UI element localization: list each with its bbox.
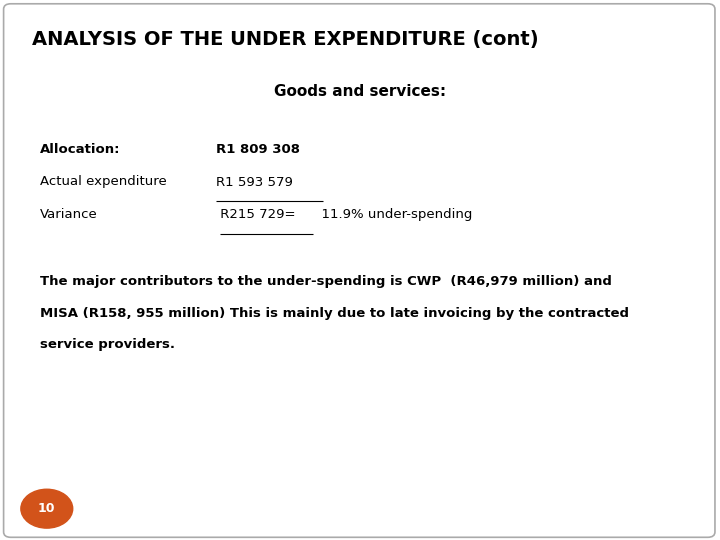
Text: Allocation:: Allocation:: [40, 143, 120, 156]
Text: 10: 10: [38, 502, 55, 515]
Text: ANALYSIS OF THE UNDER EXPENDITURE (cont): ANALYSIS OF THE UNDER EXPENDITURE (cont): [32, 30, 539, 49]
Text: Actual expenditure: Actual expenditure: [40, 176, 166, 188]
Text: R1 593 579: R1 593 579: [216, 176, 293, 188]
FancyBboxPatch shape: [4, 4, 715, 537]
Text: MISA (R158, 955 million) This is mainly due to late invoicing by the contracted: MISA (R158, 955 million) This is mainly …: [40, 307, 629, 320]
Circle shape: [21, 489, 73, 528]
Text: The major contributors to the under-spending is CWP  (R46,979 million) and: The major contributors to the under-spen…: [40, 275, 611, 288]
Text: Goods and services:: Goods and services:: [274, 84, 446, 99]
Text: service providers.: service providers.: [40, 338, 174, 351]
Text: Variance: Variance: [40, 208, 97, 221]
Text: R1 809 308: R1 809 308: [216, 143, 300, 156]
Text: 11.9% under-spending: 11.9% under-spending: [313, 208, 472, 221]
Text: R215 729=: R215 729=: [216, 208, 295, 221]
